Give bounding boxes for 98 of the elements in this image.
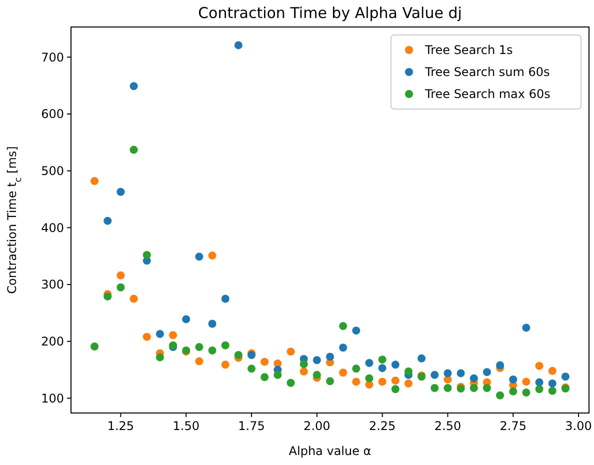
point bbox=[169, 331, 178, 340]
legend-label: Tree Search 1s bbox=[424, 43, 513, 58]
point bbox=[156, 353, 164, 362]
point bbox=[496, 391, 504, 400]
point bbox=[116, 271, 125, 280]
point bbox=[300, 368, 308, 376]
point bbox=[391, 385, 400, 394]
point bbox=[444, 369, 452, 378]
y-tick-label: 600 bbox=[41, 107, 64, 122]
point bbox=[352, 364, 360, 373]
point bbox=[444, 384, 452, 392]
point bbox=[509, 387, 518, 396]
point bbox=[208, 320, 216, 328]
point bbox=[312, 370, 321, 379]
x-tick-label: 3.00 bbox=[565, 419, 592, 433]
point bbox=[142, 332, 151, 341]
point bbox=[234, 41, 242, 50]
point bbox=[300, 360, 308, 368]
point bbox=[221, 294, 230, 303]
point bbox=[535, 378, 544, 386]
point bbox=[104, 216, 112, 225]
point bbox=[470, 384, 478, 392]
point bbox=[522, 388, 530, 397]
point bbox=[418, 354, 426, 362]
point bbox=[274, 370, 282, 379]
point bbox=[391, 360, 400, 369]
point bbox=[365, 358, 374, 367]
point bbox=[561, 372, 570, 381]
point bbox=[430, 370, 439, 379]
legend-label: Tree Search max 60s bbox=[424, 87, 550, 102]
point bbox=[156, 330, 164, 338]
point bbox=[535, 385, 544, 394]
point bbox=[378, 364, 386, 372]
point bbox=[339, 344, 348, 352]
x-tick-label: 1.50 bbox=[172, 419, 200, 433]
point bbox=[535, 362, 544, 370]
point bbox=[116, 283, 125, 292]
x-tick-label: 2.25 bbox=[368, 419, 396, 433]
point bbox=[221, 360, 230, 369]
chart-title: Contraction Time by Alpha Value dj bbox=[198, 4, 462, 22]
point bbox=[352, 326, 360, 335]
x-tick-label: 2.00 bbox=[304, 419, 330, 433]
point bbox=[430, 384, 439, 392]
point bbox=[90, 177, 99, 186]
point bbox=[470, 374, 478, 382]
point bbox=[522, 378, 530, 386]
point bbox=[404, 379, 412, 388]
y-tick-label: 200 bbox=[41, 334, 64, 349]
y-tick-label: 400 bbox=[41, 220, 64, 235]
x-tick-label: 1.75 bbox=[238, 419, 265, 433]
point bbox=[352, 378, 360, 386]
x-tick-label: 2.50 bbox=[434, 419, 462, 433]
point bbox=[456, 369, 465, 378]
x-axis-title: Alpha value α bbox=[288, 444, 372, 458]
y-tick-label: 100 bbox=[41, 391, 64, 406]
point bbox=[208, 346, 216, 354]
point bbox=[286, 378, 295, 387]
point bbox=[221, 341, 230, 350]
point bbox=[378, 356, 386, 364]
y-tick-label: 700 bbox=[41, 50, 64, 64]
point bbox=[482, 368, 491, 376]
x-tick-label: 1.25 bbox=[107, 419, 134, 433]
point bbox=[509, 375, 518, 384]
point bbox=[90, 342, 99, 350]
point bbox=[286, 348, 295, 356]
point bbox=[326, 352, 334, 361]
point bbox=[260, 358, 269, 366]
point bbox=[365, 374, 374, 382]
point bbox=[339, 322, 348, 330]
point bbox=[234, 351, 242, 360]
point bbox=[116, 188, 125, 196]
point bbox=[496, 361, 504, 370]
point bbox=[378, 378, 386, 386]
point bbox=[195, 252, 204, 261]
y-tick-label: 500 bbox=[41, 164, 64, 178]
point bbox=[260, 373, 269, 382]
point bbox=[391, 376, 400, 385]
point bbox=[312, 356, 321, 364]
point bbox=[248, 364, 256, 373]
point bbox=[548, 386, 556, 395]
point bbox=[130, 294, 138, 303]
point bbox=[482, 384, 491, 392]
point bbox=[326, 377, 334, 386]
x-tick-label: 2.75 bbox=[500, 419, 526, 433]
point bbox=[142, 250, 151, 259]
point bbox=[548, 379, 556, 388]
legend-label: Tree Search sum 60s bbox=[424, 65, 550, 80]
point bbox=[208, 252, 216, 260]
point bbox=[339, 368, 348, 377]
point bbox=[404, 368, 412, 376]
point bbox=[130, 146, 138, 154]
y-tick-label: 300 bbox=[41, 278, 64, 292]
point bbox=[522, 324, 530, 332]
point bbox=[130, 82, 138, 90]
point bbox=[548, 366, 556, 375]
point bbox=[195, 343, 204, 352]
point bbox=[182, 315, 190, 324]
point bbox=[195, 357, 204, 366]
